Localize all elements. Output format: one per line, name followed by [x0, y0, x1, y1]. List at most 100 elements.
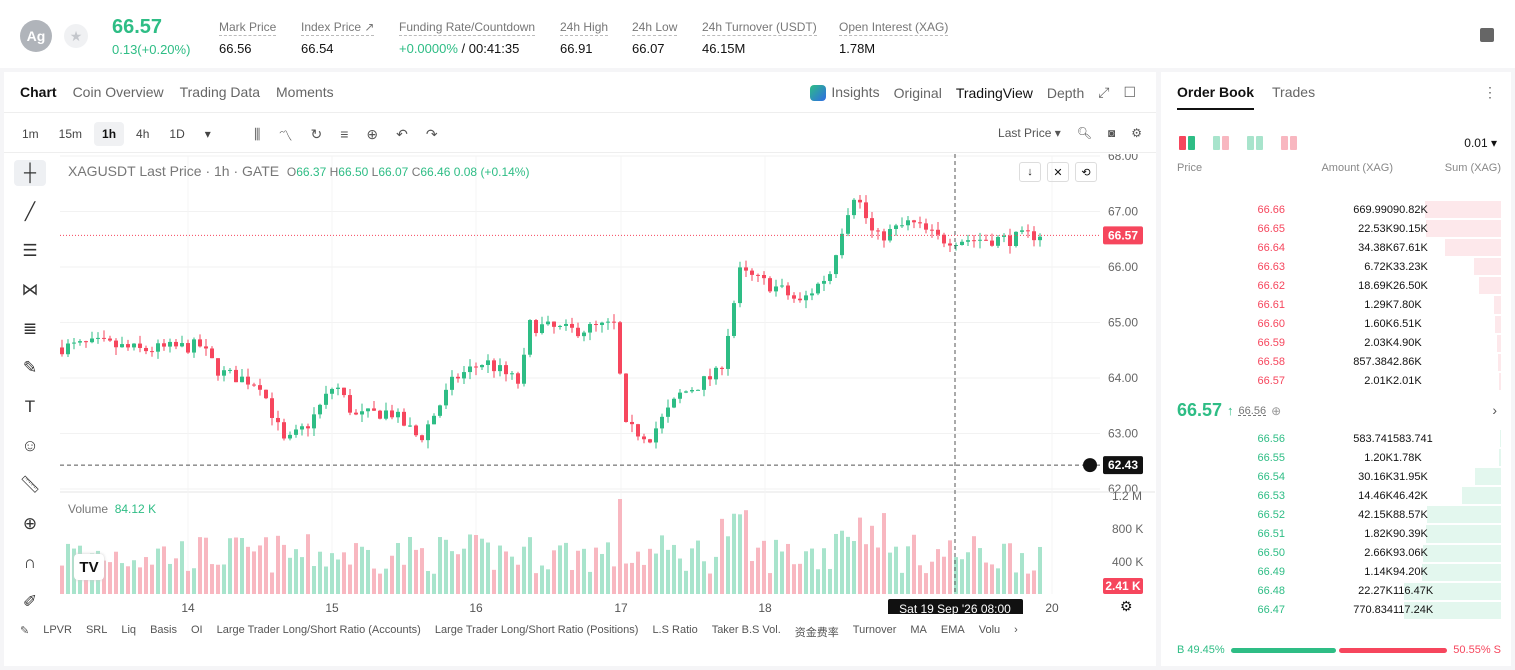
tab-coin-overview[interactable]: Coin Overview	[72, 84, 164, 100]
tab-moments[interactable]: Moments	[276, 84, 334, 100]
indicator-item[interactable]: MA	[910, 624, 927, 636]
volume-bar	[420, 548, 424, 594]
tab-chart[interactable]: Chart	[20, 84, 57, 100]
tab-insights[interactable]: Insights	[810, 84, 880, 102]
bid-row[interactable]: 66.56 583.741 583.741	[1177, 429, 1501, 448]
ask-row[interactable]: 66.64 34.38K 67.61K	[1177, 238, 1501, 257]
indicator-item[interactable]: Large Trader Long/Short Ratio (Positions…	[434, 624, 639, 636]
sync-icon[interactable]: ⟲	[1075, 162, 1097, 182]
bid-row[interactable]: 66.50 2.66K 93.06K	[1177, 544, 1501, 563]
undo-icon[interactable]: ↶	[396, 126, 408, 142]
tab-trading-data[interactable]: Trading Data	[179, 84, 261, 100]
ask-row[interactable]: 66.60 1.60K 6.51K	[1177, 315, 1501, 334]
ask-row[interactable]: 66.66 669.990 90.82K	[1177, 200, 1501, 219]
candle-type-icon[interactable]: ⫼	[254, 126, 261, 142]
timeframe-15m[interactable]: 15m	[58, 127, 83, 141]
collapse-icon[interactable]: ✕	[1047, 162, 1069, 182]
timeframe-1m[interactable]: 1m	[22, 127, 39, 141]
arrow-down-icon[interactable]: ↓	[1019, 162, 1041, 182]
timeframe-1d[interactable]: 1D	[169, 127, 185, 141]
ask-row[interactable]: 66.59 2.03K 4.90K	[1177, 334, 1501, 353]
brush-icon[interactable]: ✎	[22, 358, 38, 377]
camera-icon[interactable]: ◙	[1107, 126, 1116, 140]
mode-asks-icon[interactable]	[1281, 136, 1297, 150]
indicator-item[interactable]: Volu	[978, 624, 1001, 636]
chevron-right-icon[interactable]: ›	[1014, 624, 1018, 636]
replay-icon[interactable]: ↻	[310, 126, 323, 142]
trend-line-icon[interactable]: ╱	[24, 202, 36, 221]
mode-bids-icon[interactable]	[1247, 136, 1263, 150]
pencil-lock-icon[interactable]: ✐	[22, 592, 38, 611]
indicator-item[interactable]: Turnover	[852, 624, 897, 636]
candle-body	[108, 338, 112, 341]
more-options-icon[interactable]: ⋮	[1483, 84, 1497, 100]
templates-icon[interactable]: ≡	[340, 126, 349, 142]
ask-row[interactable]: 66.57 2.01K 2.01K	[1177, 372, 1501, 391]
mode-mixed-icon[interactable]	[1213, 136, 1229, 150]
indicator-item[interactable]: Basis	[150, 624, 177, 636]
favorite-star-icon[interactable]: ★	[64, 24, 88, 48]
settings-gear-icon[interactable]: ⚙	[1131, 126, 1142, 140]
add-icon[interactable]: ⊕	[366, 126, 379, 142]
indicator-item[interactable]: L.S Ratio	[652, 624, 698, 636]
price-type-select[interactable]: Last Price ▾	[998, 126, 1061, 140]
indicator-item[interactable]: SRL	[85, 624, 108, 636]
stat-funding-rate[interactable]: Funding Rate/Countdown +0.0000% / 00:41:3…	[399, 20, 536, 56]
text-icon[interactable]: T	[24, 397, 36, 416]
stat-mark-price[interactable]: Mark Price 66.56	[219, 20, 277, 56]
timeframe-1h[interactable]: 1h	[94, 122, 125, 146]
zoom-icon[interactable]: ⊕	[22, 514, 38, 533]
precision-select[interactable]: 0.01 ▾	[1464, 136, 1497, 150]
bid-row[interactable]: 66.51 1.82K 90.39K	[1177, 524, 1501, 543]
candle-body	[498, 365, 502, 372]
divider	[4, 112, 1156, 113]
reset-view-icon[interactable]: ⚙	[1120, 598, 1133, 614]
indicator-item[interactable]: LPVR	[43, 624, 72, 636]
indicators-icon[interactable]: 〽	[278, 128, 293, 144]
timeframe-4h[interactable]: 4h	[136, 127, 150, 141]
tab-order-book[interactable]: Order Book	[1177, 84, 1255, 110]
ruler-icon[interactable]: 📏︎	[19, 475, 41, 494]
indicator-item[interactable]: 资金费率	[794, 627, 839, 639]
bid-row[interactable]: 66.49 1.14K 94.20K	[1177, 563, 1501, 582]
info-icon[interactable]: ⊕	[1271, 403, 1282, 418]
search-icon[interactable]: 🔍︎	[1076, 126, 1092, 140]
magnet-icon[interactable]: ∩	[23, 553, 37, 572]
bid-row[interactable]: 66.55 1.20K 1.78K	[1177, 448, 1501, 467]
tab-tradingview[interactable]: TradingView	[955, 84, 1033, 101]
chevron-right-icon[interactable]: ›	[1492, 402, 1497, 418]
ask-row[interactable]: 66.58 857.384 2.86K	[1177, 353, 1501, 372]
bid-row[interactable]: 66.54 30.16K 31.95K	[1177, 467, 1501, 486]
bid-row[interactable]: 66.47 770.834 117.24K	[1177, 601, 1501, 620]
stat-index-price[interactable]: Index Price ↗ 66.54	[301, 20, 375, 56]
indicator-item[interactable]: OI	[190, 624, 203, 636]
ask-row[interactable]: 66.63 6.72K 33.23K	[1177, 257, 1501, 276]
tab-original[interactable]: Original	[893, 84, 942, 101]
crosshair-icon[interactable]: ┼	[14, 160, 46, 186]
bid-row[interactable]: 66.52 42.15K 88.57K	[1177, 505, 1501, 524]
redo-icon[interactable]: ↷	[425, 126, 438, 142]
indicator-item[interactable]: Large Trader Long/Short Ratio (Accounts)	[216, 624, 421, 636]
window-icon[interactable]: ☐	[1123, 84, 1136, 101]
candle-body	[372, 408, 376, 411]
mode-both-icon[interactable]	[1179, 136, 1195, 150]
fib-icon[interactable]: ≣	[22, 319, 38, 338]
ask-row[interactable]: 66.65 22.53K 90.15K	[1177, 219, 1501, 238]
guide-book-icon[interactable]	[1480, 28, 1494, 42]
ask-row[interactable]: 66.62 18.69K 26.50K	[1177, 276, 1501, 295]
indicator-item[interactable]: Taker B.S Vol.	[711, 624, 781, 636]
pattern-icon[interactable]: ⋈	[21, 280, 39, 299]
indicator-item[interactable]: Liq	[121, 624, 137, 636]
tab-depth[interactable]: Depth	[1046, 84, 1085, 101]
bid-row[interactable]: 66.53 14.46K 46.42K	[1177, 486, 1501, 505]
indicator-item[interactable]: EMA	[940, 624, 965, 636]
timeframe-dropdown-icon[interactable]: ▾	[204, 127, 211, 141]
pencil-icon[interactable]: ✎	[20, 625, 30, 637]
horizontal-lines-icon[interactable]: ☰	[22, 241, 38, 260]
emoji-icon[interactable]: ☺	[21, 436, 39, 455]
expand-icon[interactable]: ⤢	[1098, 84, 1110, 101]
tab-trades[interactable]: Trades	[1272, 84, 1316, 100]
bid-row[interactable]: 66.48 22.27K 116.47K	[1177, 582, 1501, 601]
ask-row[interactable]: 66.61 1.29K 7.80K	[1177, 295, 1501, 314]
